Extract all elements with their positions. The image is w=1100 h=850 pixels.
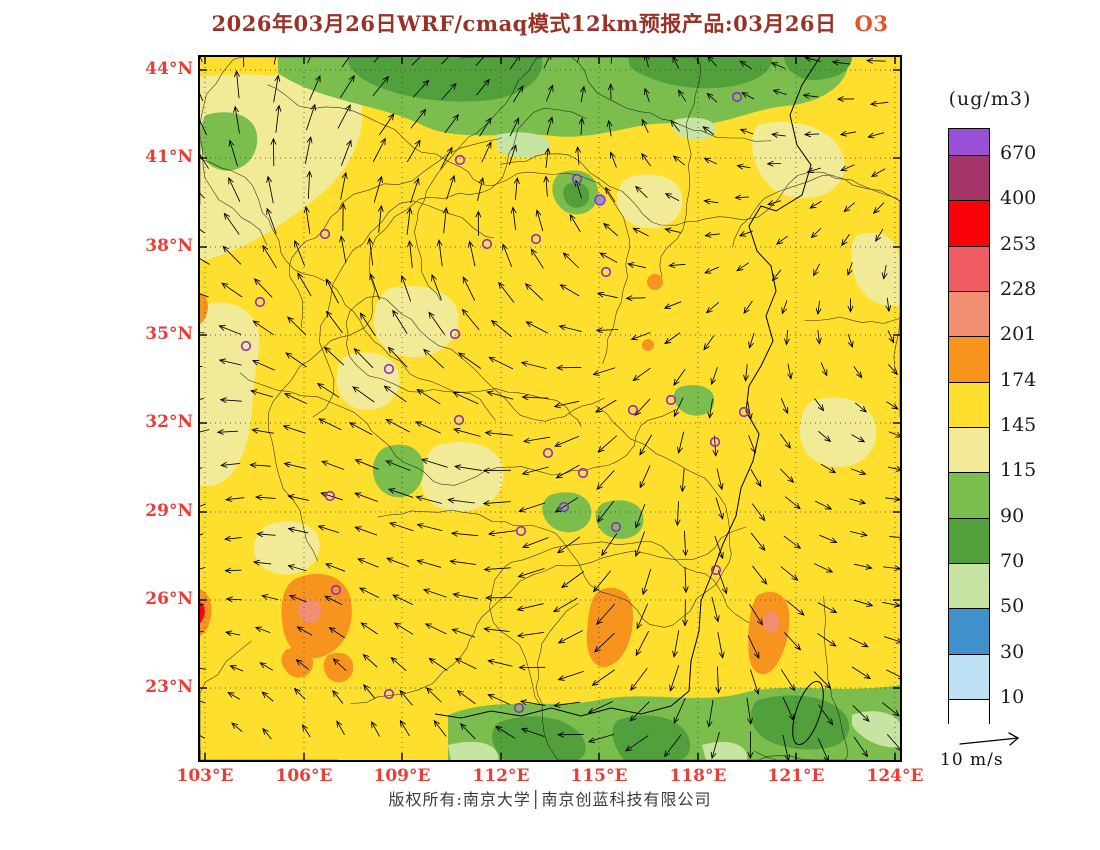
taiwan-island-outline (792, 680, 824, 746)
city-marker (515, 525, 527, 537)
city-marker (319, 228, 331, 240)
forecast-map (200, 57, 900, 760)
city-marker (453, 414, 465, 426)
lon-label: 112°E (472, 766, 530, 786)
city-marker (738, 406, 750, 418)
city-marker (600, 266, 612, 278)
city-marker (577, 467, 589, 479)
colorbar-band (949, 608, 989, 654)
wind-scale: 10 m/s (940, 731, 1070, 770)
lat-label: 26°N (145, 589, 193, 609)
wind-scale-arrow-icon (959, 732, 1020, 746)
legend-unit-label: (ug/m3) (948, 88, 1032, 110)
city-marker (709, 436, 721, 448)
lon-label: 115°E (570, 766, 628, 786)
colorbar-band (949, 336, 989, 382)
lon-label: 109°E (373, 766, 431, 786)
legend-value: 228 (1000, 278, 1037, 300)
colorbar-band (949, 517, 989, 563)
city-marker (513, 702, 525, 714)
city-marker (383, 363, 395, 375)
city-marker (594, 194, 606, 206)
colorbar-band (949, 472, 989, 518)
city-marker (324, 490, 336, 502)
city-marker (240, 340, 252, 352)
wind-scale-label: 10 m/s (940, 750, 1004, 770)
lat-label: 32°N (145, 412, 193, 432)
city-marker (481, 238, 493, 250)
city-marker (571, 173, 583, 185)
legend-value: 201 (1000, 323, 1037, 346)
graticule (200, 57, 900, 760)
city-marker (383, 688, 395, 700)
lon-label: 124°E (866, 766, 924, 786)
colorbar-band (949, 653, 989, 699)
colorbar-band (949, 426, 989, 473)
colorbar-band (949, 200, 989, 246)
city-marker (454, 154, 466, 166)
city-marker (665, 394, 677, 406)
city-marker (710, 564, 722, 576)
wind-vectors (200, 57, 900, 760)
city-markers (240, 91, 750, 714)
legend-value: 30 (1000, 640, 1025, 663)
city-marker (449, 328, 461, 340)
axis-ticks (200, 57, 900, 760)
legend-value: 90 (1000, 504, 1025, 527)
legend-value: 145 (1000, 414, 1037, 436)
lat-label: 44°N (145, 59, 193, 79)
lat-label: 41°N (145, 147, 193, 167)
lat-label: 38°N (145, 236, 193, 256)
legend-value: 70 (1000, 550, 1025, 572)
pollutant-label: O3 (854, 11, 889, 36)
lon-label: 118°E (669, 766, 727, 786)
legend-value: 50 (1000, 595, 1025, 618)
page-title: 2026年03月26日WRF/cmaq模式12km预报产品:03月26日 O3 (0, 8, 1100, 38)
legend-value: 253 (1000, 232, 1037, 255)
lat-label: 29°N (145, 501, 193, 521)
lon-label: 103°E (176, 766, 234, 786)
colorbar-band (949, 290, 989, 337)
colorbar-band (949, 245, 989, 291)
city-marker (610, 521, 622, 533)
lat-label: 35°N (145, 324, 193, 344)
legend-value: 10 (1000, 686, 1025, 708)
lat-label: 23°N (145, 677, 193, 697)
city-marker (254, 296, 266, 308)
city-marker (542, 447, 554, 459)
city-marker (627, 404, 639, 416)
map-frame (198, 55, 902, 762)
province-boundaries (200, 57, 900, 760)
legend-value: 174 (1000, 368, 1037, 391)
city-marker (330, 584, 342, 596)
legend-value: 115 (1000, 459, 1037, 482)
copyright-text: 版权所有:南京大学│南京创蓝科技有限公司 (388, 790, 712, 809)
city-marker (731, 91, 743, 103)
colorbar-band (949, 562, 989, 609)
lon-label: 106°E (275, 766, 333, 786)
colorbar-band (949, 698, 989, 725)
city-marker (558, 501, 570, 513)
legend-value: 400 (1000, 187, 1037, 210)
lon-label: 121°E (767, 766, 825, 786)
city-marker (530, 233, 542, 245)
colorbar-band (949, 155, 989, 201)
legend-value: 670 (1000, 142, 1037, 164)
title-main: 2026年03月26日WRF/cmaq模式12km预报产品:03月26日 (211, 11, 837, 36)
colorbar-band (949, 381, 989, 427)
colorbar (948, 128, 990, 725)
colorbar-band (949, 129, 989, 155)
concentration-regions (200, 57, 900, 760)
